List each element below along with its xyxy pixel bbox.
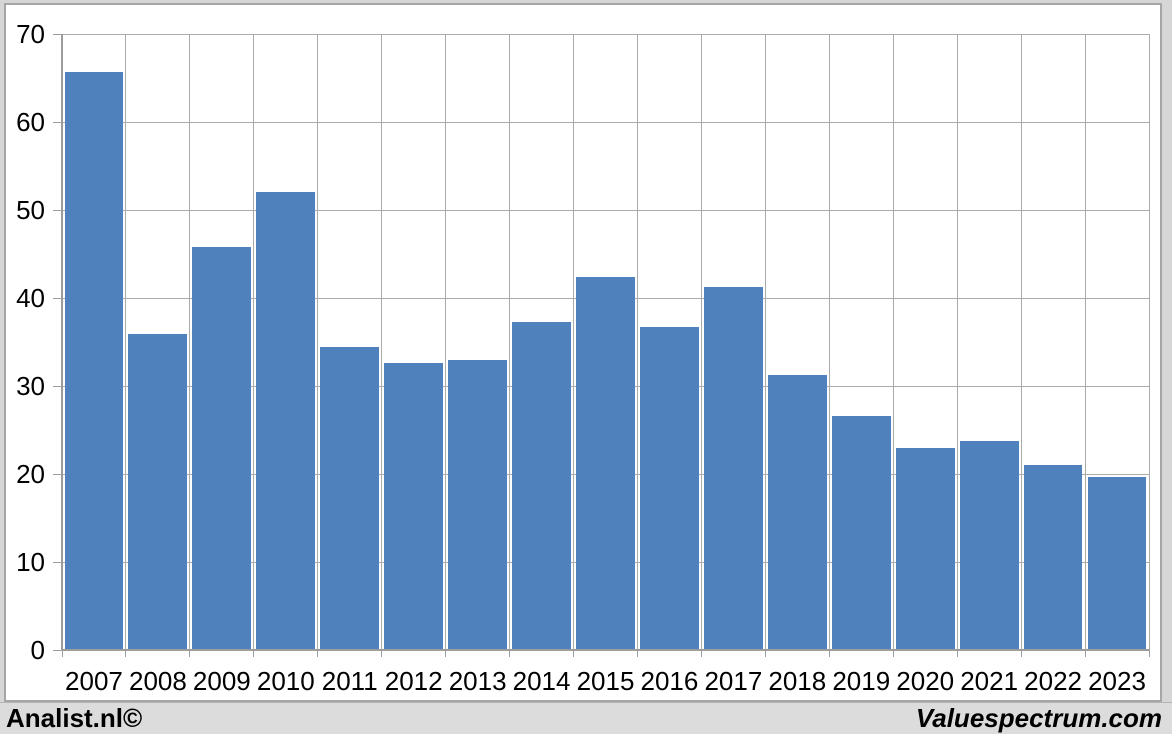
x-gridline-16 [1084,34,1086,650]
bar-2010 [256,192,316,650]
bar-2022 [1023,465,1083,650]
bar-2014 [512,321,571,650]
x-gridline-15 [1020,34,1022,650]
bar-2018 [767,375,827,650]
y-axis-tick-70 [53,33,62,35]
y-axis-label-10: 10 [16,547,45,577]
bar-2019 [831,415,891,650]
bar-2007 [64,71,124,650]
x-axis-label-2017: 2017 [704,666,763,696]
x-axis-label-2014: 2014 [512,666,571,696]
x-axis-label-2015: 2015 [576,666,635,696]
y-axis-tick-0 [53,649,62,651]
x-gridline-9 [636,34,638,650]
x-axis-tick-4 [317,650,319,657]
y-axis-label-30: 30 [16,371,45,401]
x-axis-line [61,649,1150,651]
x-axis-tick-15 [1020,650,1022,657]
chart-panel: 0 10 20 30 40 50 60 70 2007 2008 2009 2010 2011 2012 2… [4,3,1162,702]
x-axis-label-2016: 2016 [640,666,699,696]
y-axis-line [61,34,63,650]
x-axis-tick-14 [956,650,958,657]
source-watermark-left: Analist.nl© [6,703,143,733]
x-gridline-8 [573,34,575,650]
x-axis-label-2007: 2007 [65,666,123,696]
x-axis-label-2021: 2021 [960,666,1019,696]
bar-2020 [895,447,955,650]
x-gridline-5 [381,34,383,650]
bar-2017 [703,286,763,650]
y-axis-tick-50 [53,209,62,211]
y-axis-label-40: 40 [16,283,45,313]
bar-2021 [959,440,1019,650]
y-axis-tick-40 [53,297,62,299]
y-gridline-60 [62,121,1149,123]
x-axis-tick-11 [764,650,766,657]
y-axis-label-60: 60 [16,107,45,137]
x-axis-label-2010: 2010 [256,666,315,696]
x-gridline-10 [700,34,702,650]
x-axis-label-2020: 2020 [896,666,955,696]
x-axis-label-2008: 2008 [128,666,187,696]
x-axis-tick-12 [828,650,830,657]
x-axis-label-2013: 2013 [448,666,507,696]
bar-2009 [192,246,252,650]
x-gridline-2 [189,34,191,650]
x-gridline-12 [828,34,830,650]
y-axis-tick-30 [53,385,62,387]
x-axis-label-2009: 2009 [192,666,251,696]
x-axis-tick-13 [892,650,894,657]
y-axis-label-50: 50 [16,195,45,225]
x-gridline-4 [317,34,319,650]
x-axis-label-2023: 2023 [1088,666,1146,696]
x-axis-tick-8 [573,650,575,657]
x-axis-tick-0 [61,650,63,657]
x-gridline-1 [125,34,127,650]
x-axis-label-2018: 2018 [768,666,827,696]
footer-bar: Analist.nl© Valuespectrum.com [0,702,1172,734]
x-axis-label-2011: 2011 [321,666,378,696]
x-gridline-17 [1148,34,1150,650]
bar-2023 [1087,476,1147,650]
plot-area: 0 10 20 30 40 50 60 70 2007 2008 2009 2010 2011 2012 2… [16,20,1150,695]
bar-2012 [384,363,444,650]
x-axis-label-2022: 2022 [1024,666,1082,696]
bar-2008 [128,334,188,650]
x-gridline-3 [253,34,255,650]
bar-2015 [576,276,635,650]
x-axis-label-2012: 2012 [384,666,443,696]
source-watermark-right: Valuespectrum.com [915,703,1162,733]
y-gridline-50 [62,209,1149,211]
y-axis-label-70: 70 [16,19,45,49]
x-axis-tick-3 [253,650,255,657]
x-gridline-13 [892,34,894,650]
x-axis-tick-1 [125,650,127,657]
bar-2016 [640,327,699,650]
bar-2013 [448,360,508,650]
y-axis-label-0: 0 [30,635,45,665]
x-gridline-14 [956,34,958,650]
y-axis-label-20: 20 [16,459,45,489]
x-axis-tick-17 [1148,650,1150,657]
x-axis-tick-6 [445,650,447,657]
x-axis-tick-7 [509,650,511,657]
y-axis-tick-60 [53,121,62,123]
y-axis-tick-10 [53,561,62,563]
y-axis-tick-20 [53,473,62,475]
x-gridline-6 [445,34,447,650]
y-gridline-70 [62,33,1149,35]
x-axis-tick-16 [1084,650,1086,657]
x-axis-tick-2 [189,650,191,657]
x-gridline-11 [764,34,766,650]
x-axis-label-2019: 2019 [832,666,891,696]
x-axis-tick-5 [381,650,383,657]
x-axis-tick-9 [636,650,638,657]
bar-2011 [320,347,380,650]
x-axis-tick-10 [700,650,702,657]
x-gridline-7 [509,34,511,650]
